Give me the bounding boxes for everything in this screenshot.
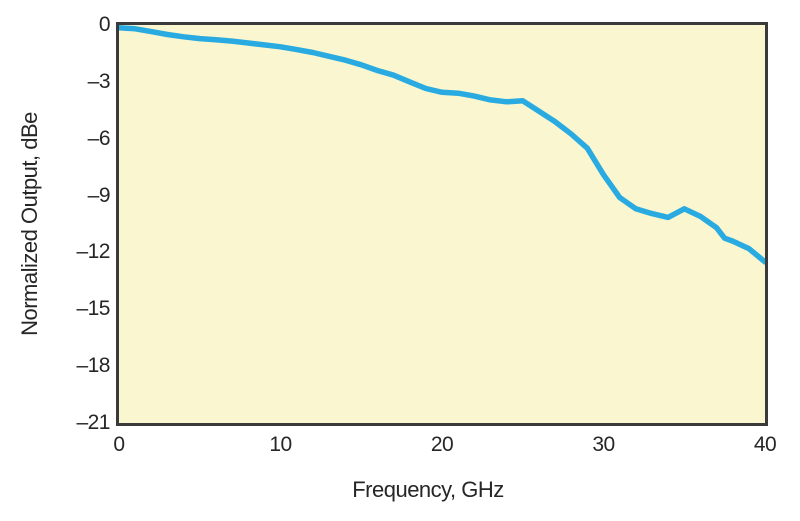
y-tick-label: 0 — [98, 13, 111, 36]
x-tick-label: 40 — [753, 433, 777, 456]
signal-polyline — [119, 25, 765, 265]
y-tick-label: –12 — [76, 240, 110, 264]
x-tick-label: 10 — [269, 433, 292, 456]
y-tick-label: –6 — [87, 126, 111, 150]
plot-area — [116, 22, 768, 426]
x-axis-title: Frequency, GHz — [352, 477, 504, 502]
x-tick-label: 30 — [592, 433, 615, 456]
y-tick-label: –15 — [76, 297, 110, 321]
x-tick-label: 20 — [430, 433, 454, 456]
y-tick-label: –18 — [76, 354, 110, 378]
plot-canvas — [119, 25, 765, 265]
y-tick-label: –9 — [87, 183, 111, 207]
y-tick-label: –21 — [76, 411, 110, 434]
y-tick-label: –3 — [87, 69, 111, 93]
x-tick-label: 0 — [113, 433, 125, 456]
